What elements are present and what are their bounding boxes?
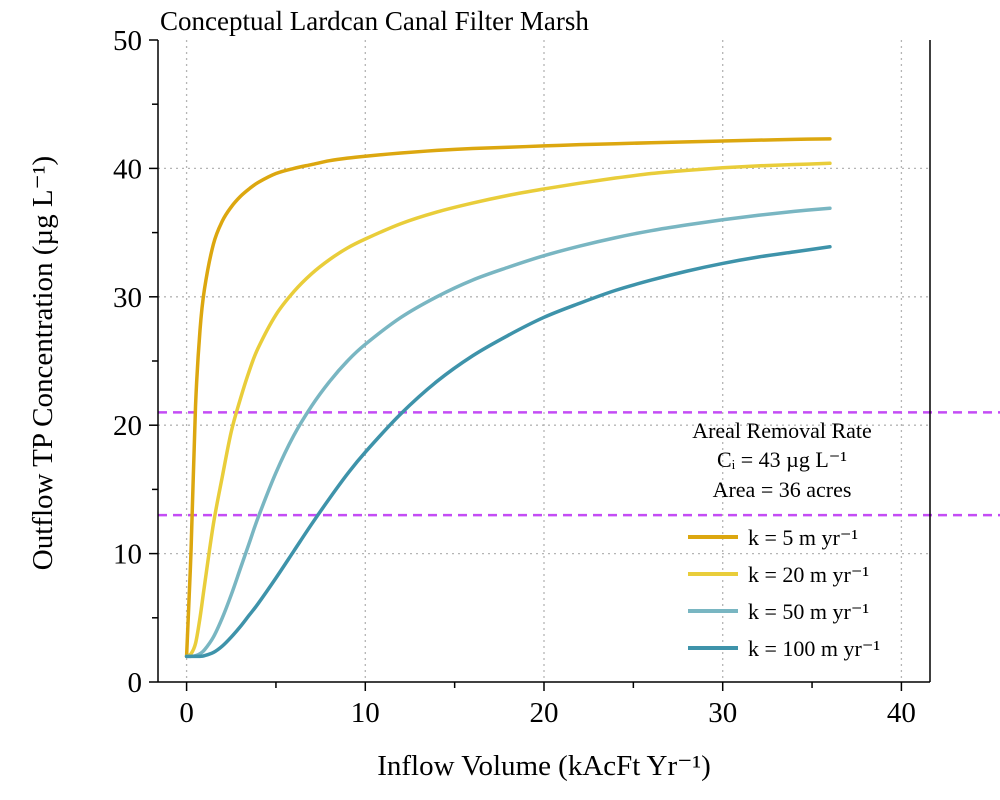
- x-axis-label: Inflow Volume (kAcFt Yr⁻¹): [377, 750, 711, 782]
- series-lines: [184, 137, 832, 659]
- y-tick-label-4: 40: [113, 153, 142, 185]
- legend-label-1: k = 5 m yr⁻¹: [748, 525, 858, 550]
- legend-title-line-2: Cᵢ = 43 µg L⁻¹: [717, 447, 847, 472]
- y-tick-label-0: 0: [128, 667, 143, 699]
- legend-entries: k = 5 m yr⁻¹ k = 20 m yr⁻¹ k = 50 m yr⁻¹ k …: [688, 525, 880, 661]
- series-line-1: [184, 137, 832, 659]
- legend-label-2: k = 20 m yr⁻¹: [748, 562, 869, 587]
- y-tick-label-1: 10: [113, 539, 142, 571]
- legend-label-4: k = 100 m yr⁻¹: [748, 636, 880, 661]
- y-tick-label-3: 30: [113, 282, 142, 314]
- series-line-4: [184, 244, 832, 659]
- legend-title-line-3: Area = 36 acres: [713, 477, 852, 502]
- x-tick-label-2: 20: [530, 697, 559, 729]
- x-tick-label-3: 30: [708, 697, 737, 729]
- legend-label-3: k = 50 m yr⁻¹: [748, 599, 869, 624]
- legend-title-line-1: Areal Removal Rate: [692, 418, 872, 443]
- series-line-3: [184, 206, 832, 659]
- x-tick-label-4: 40: [887, 697, 916, 729]
- series-line-2: [184, 161, 832, 659]
- y-tick-label-2: 20: [113, 410, 142, 442]
- y-axis-label: Outflow TP Concentration (µg L⁻¹): [27, 156, 59, 570]
- axes: [149, 39, 931, 691]
- y-tick-label-5: 50: [113, 25, 142, 57]
- legend: Areal Removal Rate Cᵢ = 43 µg L⁻¹ Area =…: [688, 418, 880, 661]
- tick-labels: 0 10 20 30 40 50 0 10 20 30 40: [113, 25, 916, 729]
- chart-title: Conceptual Lardcan Canal Filter Marsh: [160, 6, 589, 36]
- x-tick-label-0: 0: [179, 697, 194, 729]
- x-tick-label-1: 10: [351, 697, 380, 729]
- reference-lines: [158, 411, 1000, 517]
